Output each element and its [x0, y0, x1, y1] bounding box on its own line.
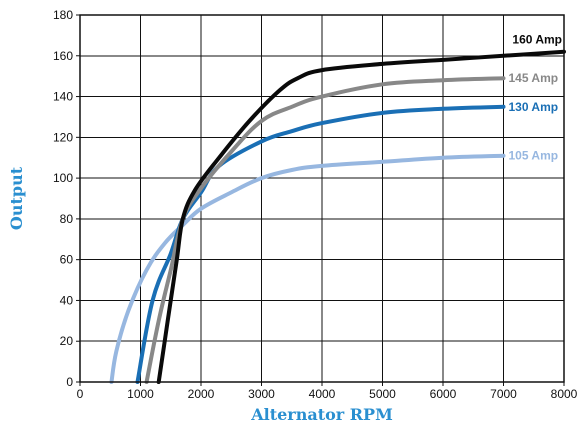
data-point-105-amp [230, 191, 232, 193]
data-point-145-amp [382, 83, 383, 85]
data-point-130-amp [200, 191, 202, 193]
series-line-145-amp [144, 76, 506, 384]
y-tick-label: 140 [53, 90, 73, 104]
data-point-105-amp [200, 208, 202, 210]
data-point-105-amp [115, 350, 117, 352]
data-point-105-amp [261, 177, 262, 179]
x-tick-label: 7000 [490, 387, 517, 401]
data-point-105-amp [321, 165, 323, 167]
y-tick-label: 120 [53, 130, 73, 144]
data-point-160-amp [248, 120, 250, 122]
data-point-145-amp [158, 320, 160, 322]
data-point-145-amp [442, 79, 444, 81]
x-tick-label: 4000 [309, 387, 336, 401]
data-point-160-amp [503, 55, 504, 57]
data-point-160-amp [321, 69, 323, 71]
y-tick-label: 0 [66, 375, 73, 389]
series-line-160-amp [156, 49, 566, 384]
series-label-145-amp: 145 Amp [509, 71, 559, 85]
series-labels-layer: 160 Amp 145 Amp 130 Amp 105 Amp [509, 33, 563, 163]
x-axis-title: Alternator RPM [250, 405, 393, 424]
x-tick-label: 2000 [188, 387, 215, 401]
data-point-105-amp [442, 157, 444, 159]
y-tick-label: 40 [60, 293, 74, 307]
y-tick-label: 100 [53, 171, 73, 185]
data-point-130-amp [321, 122, 323, 124]
y-tick-label: 160 [53, 49, 73, 63]
x-tick-label: 3000 [248, 387, 275, 401]
data-point-160-amp [167, 320, 169, 322]
data-point-130-amp [382, 112, 383, 114]
data-point-160-amp [182, 218, 184, 220]
data-point-105-amp [382, 161, 383, 163]
data-point-145-amp [321, 96, 323, 98]
data-point-145-amp [200, 187, 202, 189]
data-point-160-amp [442, 59, 444, 61]
data-point-145-amp [261, 120, 262, 122]
y-tick-label: 180 [53, 8, 73, 22]
data-point-130-amp [291, 130, 293, 132]
data-point-160-amp [218, 157, 220, 159]
series-line-130-amp [135, 104, 506, 384]
x-tick-label: 0 [77, 387, 84, 401]
data-point-105-amp [164, 242, 166, 244]
data-point-105-amp [291, 169, 293, 171]
series-label-130-amp: 130 Amp [509, 100, 559, 114]
x-tick-label: 6000 [430, 387, 457, 401]
ticks-layer: 0 1000 2000 3000 4000 5000 6000 7000 8000 0 20 40 60… [53, 8, 578, 401]
series-label-160-amp: 160 Amp [512, 33, 562, 47]
x-tick-label: 5000 [369, 387, 396, 401]
data-point-145-amp [170, 269, 172, 271]
y-tick-label: 60 [60, 253, 74, 267]
y-tick-label: 80 [60, 212, 74, 226]
y-tick-label: 20 [60, 334, 74, 348]
data-point-130-amp [261, 140, 262, 142]
data-point-160-amp [297, 77, 299, 79]
series-line-105-amp [109, 153, 506, 384]
data-point-130-amp [170, 253, 172, 255]
data-point-130-amp [503, 106, 504, 108]
data-point-145-amp [291, 106, 293, 108]
data-point-105-amp [503, 155, 504, 157]
data-point-160-amp [382, 63, 383, 65]
data-point-160-amp [194, 189, 196, 191]
data-point-130-amp [442, 108, 444, 110]
series-layer [109, 49, 566, 384]
data-point-145-amp [230, 151, 232, 153]
data-point-145-amp [503, 77, 504, 79]
data-point-105-amp [127, 310, 129, 312]
data-point-160-amp [279, 89, 281, 91]
data-point-105-amp [146, 269, 148, 271]
x-tick-label: 8000 [551, 387, 578, 401]
data-point-160-amp [176, 259, 178, 261]
x-tick-label: 1000 [127, 387, 154, 401]
data-point-130-amp [152, 299, 154, 301]
series-label-105-amp: 105 Amp [509, 149, 559, 163]
y-axis-title: Output [7, 166, 26, 230]
